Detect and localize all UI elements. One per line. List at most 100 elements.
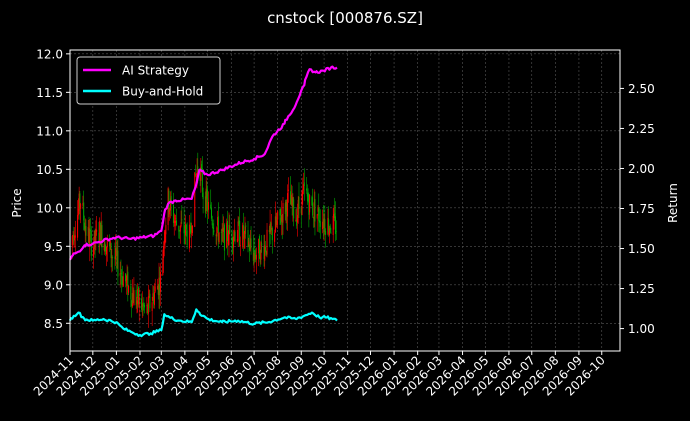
- candle-body: [137, 287, 139, 305]
- candle-body: [247, 229, 249, 248]
- candle-body: [234, 231, 236, 242]
- candle-body: [176, 220, 178, 226]
- candle-body: [109, 241, 111, 250]
- candle-body: [295, 219, 297, 222]
- candle-body: [74, 235, 76, 241]
- candle-body: [223, 224, 225, 251]
- candle-body: [162, 259, 164, 276]
- candle-body: [141, 298, 143, 310]
- candle-body: [136, 300, 138, 304]
- candle-body: [309, 195, 311, 213]
- candle-body: [83, 202, 85, 221]
- candle-body: [292, 196, 294, 208]
- y-right-tick-label: 1.25: [628, 282, 655, 296]
- candle-body: [335, 231, 337, 232]
- candle-body: [169, 198, 171, 211]
- candle-body: [296, 214, 298, 223]
- y-axis-right-label: Return: [666, 183, 680, 223]
- candle-body: [253, 253, 255, 260]
- candle-body: [189, 226, 191, 228]
- candle-body: [207, 198, 209, 212]
- y-right-tick-label: 1.00: [628, 322, 655, 336]
- candle-body: [212, 227, 214, 230]
- y-right-tick-label: 2.50: [628, 82, 655, 96]
- candle-body: [265, 251, 267, 254]
- candle-body: [243, 232, 245, 238]
- legend: AI Strategy Buy-and-Hold: [76, 56, 221, 105]
- candle-body: [255, 254, 257, 260]
- candle-body: [127, 271, 129, 296]
- candle-body: [287, 189, 289, 191]
- candle-body: [210, 207, 212, 219]
- candle-body: [245, 225, 247, 228]
- candle-body: [183, 221, 185, 234]
- candle-body: [233, 230, 235, 237]
- candle-body: [291, 197, 293, 206]
- candle-body: [142, 304, 144, 306]
- candle-body: [77, 208, 79, 216]
- candle-body: [157, 285, 159, 295]
- candle-body: [231, 231, 233, 242]
- candle-body: [196, 169, 198, 178]
- candle-body: [106, 247, 108, 255]
- candle-body: [211, 219, 213, 226]
- y-right-tick-label: 1.50: [628, 242, 655, 256]
- candle-body: [199, 171, 201, 181]
- candle-body: [147, 304, 149, 313]
- candle-body: [322, 221, 324, 230]
- candle-body: [180, 222, 182, 227]
- ai-strategy-line: [69, 65, 338, 261]
- candle-body: [312, 203, 314, 216]
- candle-body: [72, 235, 74, 237]
- candle-body: [286, 203, 288, 217]
- candle-body: [71, 236, 73, 246]
- candle-body: [265, 246, 267, 252]
- candle-body: [144, 305, 146, 308]
- y-left-tick-label: 10.5: [36, 163, 63, 177]
- candle-body: [98, 232, 100, 242]
- candle-body: [93, 230, 95, 249]
- candle-body: [242, 225, 244, 240]
- candle-body: [213, 230, 215, 233]
- candle-body: [191, 225, 193, 234]
- candle-body: [202, 192, 204, 200]
- candle-body: [274, 216, 276, 233]
- candle-body: [248, 242, 250, 245]
- candle-body: [249, 240, 251, 250]
- candle-body: [261, 243, 263, 246]
- y-left-tick-label: 12.0: [36, 47, 63, 61]
- candle-body: [184, 231, 186, 234]
- candle-body: [276, 220, 278, 225]
- candle-body: [181, 219, 183, 221]
- candle-body: [143, 302, 145, 306]
- candle-body: [172, 204, 174, 223]
- candle-body: [319, 221, 321, 227]
- candle-body: [149, 293, 151, 309]
- y-left-tick-label: 9.0: [44, 278, 63, 292]
- candle-body: [244, 226, 246, 234]
- candle-body: [233, 236, 235, 248]
- y-right-tick-label: 2.00: [628, 162, 655, 176]
- candle-body: [239, 245, 241, 247]
- candle-body: [185, 224, 187, 236]
- candle-body: [281, 215, 283, 225]
- candle-body: [106, 239, 108, 248]
- candle-body: [284, 203, 286, 214]
- candle-body: [226, 222, 228, 248]
- candle-body: [133, 290, 135, 306]
- candle-body: [258, 236, 260, 259]
- candle-body: [206, 189, 208, 199]
- candle-body: [293, 199, 295, 219]
- candle-body: [163, 240, 165, 246]
- candle-body: [128, 286, 130, 293]
- candle-body: [179, 225, 181, 232]
- legend-box: [76, 56, 221, 105]
- candle-body: [175, 218, 177, 220]
- candle-body: [117, 250, 119, 277]
- candle-body: [280, 215, 282, 222]
- candle-body: [89, 232, 91, 247]
- candle-body: [259, 257, 261, 263]
- plot-frame: [69, 49, 621, 352]
- candle-body: [290, 191, 292, 205]
- candle-body: [302, 189, 304, 194]
